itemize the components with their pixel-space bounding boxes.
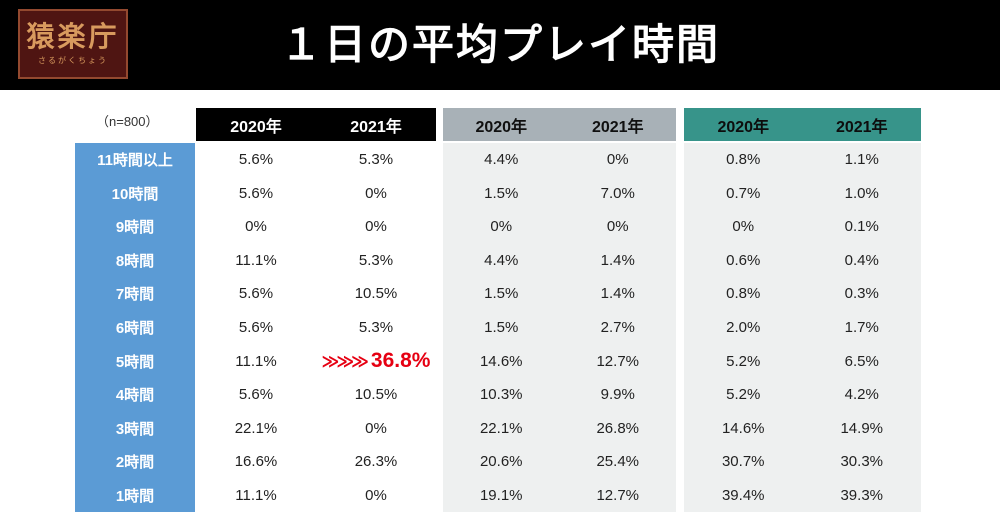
value-cell: 1.1% xyxy=(844,151,879,169)
value-cell: 5.6% xyxy=(238,151,274,169)
row-label: 8時間 xyxy=(115,252,155,270)
value-cell: 39.4% xyxy=(721,486,765,504)
title-bar: 猿楽庁 さるがくちょう １日の平均プレイ時間 xyxy=(0,0,1000,90)
column-group-header-2: 2020年 2021年 xyxy=(443,108,676,141)
row-label: 3時間 xyxy=(115,420,155,438)
value-cell: 26.3% xyxy=(354,453,398,471)
value-cell: 1.7% xyxy=(844,318,879,336)
value-cell: 16.6% xyxy=(234,453,278,471)
value-cell: 10.5% xyxy=(354,386,398,404)
value-cell: 4.2% xyxy=(844,386,879,404)
highlight-value: 36.8% xyxy=(370,349,431,373)
value-cell: 20.6% xyxy=(479,453,523,471)
value-cell: 2.7% xyxy=(600,318,635,336)
value-cell: 1.4% xyxy=(600,285,635,303)
column-header-2020: 2020年 xyxy=(717,118,770,136)
logo-subtext: さるがくちょう xyxy=(38,55,108,65)
value-cell: 19.1% xyxy=(479,486,523,504)
value-cell: 5.3% xyxy=(358,151,394,169)
value-cell: 11.1% xyxy=(235,486,277,504)
column-header-2020: 2020年 xyxy=(230,118,282,136)
column-header-2020: 2020年 xyxy=(475,118,528,136)
value-cell: 2.0% xyxy=(726,318,761,336)
value-cell: 0.4% xyxy=(844,251,879,269)
value-cell: 12.7% xyxy=(596,486,640,504)
value-cell: 10.3% xyxy=(479,386,523,404)
value-cell: 0% xyxy=(490,218,513,236)
value-cell: 11.1% xyxy=(235,251,277,269)
value-cell: 22.1% xyxy=(234,419,278,437)
column-header-2021: 2021年 xyxy=(591,118,644,136)
value-cell: 5.6% xyxy=(238,285,274,303)
value-cell: 5.3% xyxy=(358,318,394,336)
value-cell: 0% xyxy=(245,218,267,236)
column-header-2021: 2021年 xyxy=(835,118,888,136)
logo: 猿楽庁 さるがくちょう xyxy=(18,9,128,79)
value-cell: 4.4% xyxy=(484,251,519,269)
value-cell: 0% xyxy=(606,218,629,236)
row-label: 9時間 xyxy=(115,219,155,237)
value-cell: 39.3% xyxy=(840,486,884,504)
value-cell: 30.3% xyxy=(840,453,884,471)
value-cell: 5.6% xyxy=(238,386,274,404)
arrow-icon: ≫≫≫ xyxy=(321,352,369,372)
value-cell: 0.1% xyxy=(844,218,879,236)
value-cell: 1.5% xyxy=(484,285,519,303)
value-cell: 22.1% xyxy=(479,419,523,437)
row-label: 5時間 xyxy=(115,353,155,371)
value-cell: 0% xyxy=(606,151,629,169)
highlighted-value-cell: ≫≫≫ 36.8% xyxy=(316,349,436,373)
value-cell: 0% xyxy=(365,184,387,202)
value-cell: 1.0% xyxy=(844,184,879,202)
value-cell: 4.4% xyxy=(484,151,519,169)
value-cell: 0% xyxy=(732,218,755,236)
column-group-header-3: 2020年 2021年 xyxy=(684,108,921,141)
value-cell: 5.3% xyxy=(358,251,394,269)
value-cell: 5.2% xyxy=(726,386,761,404)
value-cell: 1.5% xyxy=(484,318,519,336)
data-group-2: 4.4% 0% 1.5% 7.0% 0% 0% 4.4% 1.4% 1.5% 1… xyxy=(443,143,676,512)
value-cell: 11.1% xyxy=(235,352,277,370)
value-cell: 25.4% xyxy=(596,453,640,471)
sample-size-note: （n=800） xyxy=(96,114,159,129)
data-group-1: 5.6% 5.3% 5.6% 0% 0% 0% 11.1% 5.3% 5.6% … xyxy=(196,143,436,512)
value-cell: 0.6% xyxy=(726,251,761,269)
row-label: 10時間 xyxy=(111,185,159,203)
value-cell: 9.9% xyxy=(600,386,635,404)
value-cell: 0.8% xyxy=(726,285,761,303)
value-cell: 5.6% xyxy=(238,318,274,336)
value-cell: 1.5% xyxy=(484,184,519,202)
value-cell: 0.7% xyxy=(726,184,761,202)
value-cell: 26.8% xyxy=(596,419,640,437)
row-label: 1時間 xyxy=(115,487,155,505)
row-label-column: 11時間以上 10時間 9時間 8時間 7時間 6時間 5時間 4時間 3時間 … xyxy=(75,143,195,512)
logo-text: 猿楽庁 xyxy=(26,20,120,52)
value-cell: 14.6% xyxy=(479,352,523,370)
row-label: 7時間 xyxy=(115,286,155,304)
column-group-header-1: 2020年 2021年 xyxy=(196,108,436,141)
row-label: 2時間 xyxy=(115,454,155,472)
value-cell: 10.5% xyxy=(354,285,398,303)
data-group-3: 0.8% 1.1% 0.7% 1.0% 0% 0.1% 0.6% 0.4% 0.… xyxy=(684,143,921,512)
value-cell: 6.5% xyxy=(844,352,879,370)
value-cell: 0% xyxy=(365,486,387,504)
column-header-2021: 2021年 xyxy=(350,118,402,136)
value-cell: 0% xyxy=(365,419,387,437)
value-cell: 0.3% xyxy=(844,285,879,303)
page-title: １日の平均プレイ時間 xyxy=(279,21,720,68)
row-label: 4時間 xyxy=(115,387,155,405)
value-cell: 0% xyxy=(365,218,387,236)
value-cell: 14.9% xyxy=(840,419,884,437)
value-cell: 5.6% xyxy=(238,184,274,202)
value-cell: 1.4% xyxy=(600,251,635,269)
value-cell: 12.7% xyxy=(596,352,640,370)
value-cell: 14.6% xyxy=(721,419,765,437)
row-label: 11時間以上 xyxy=(97,152,173,170)
value-cell: 5.2% xyxy=(726,352,761,370)
value-cell: 0.8% xyxy=(726,151,761,169)
value-cell: 7.0% xyxy=(600,184,635,202)
row-label: 6時間 xyxy=(115,319,155,337)
value-cell: 30.7% xyxy=(721,453,765,471)
